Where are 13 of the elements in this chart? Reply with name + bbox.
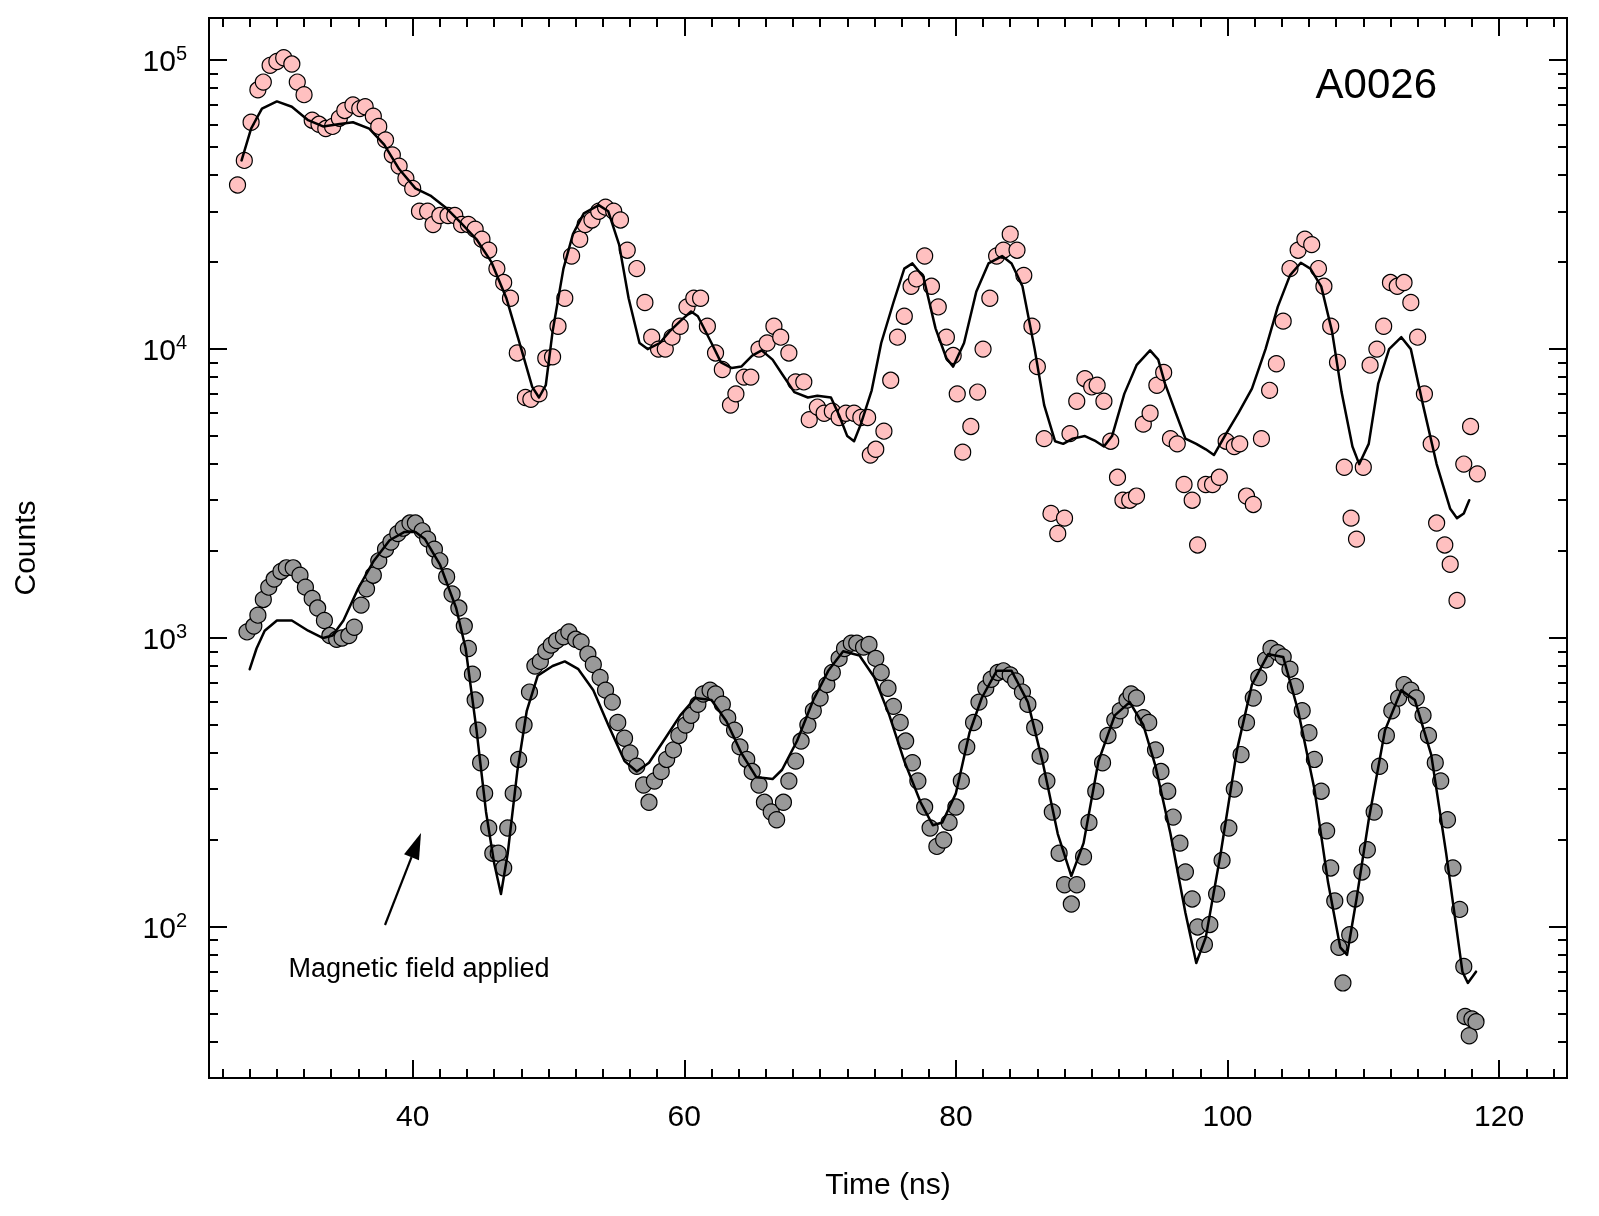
x-tick-label: 60 bbox=[667, 1098, 701, 1132]
x-tick-label: 100 bbox=[1202, 1098, 1253, 1132]
y-tick-label: 10$^{4}$ bbox=[142, 331, 187, 367]
y-tick-label: 10$^{3}$ bbox=[142, 620, 187, 656]
y-tick-label: 10$^{2}$ bbox=[142, 908, 187, 944]
annotation: Magnetic field applied bbox=[288, 953, 550, 983]
x-tick-label: 120 bbox=[1474, 1098, 1525, 1132]
annotation: A0026 bbox=[1315, 59, 1438, 107]
x-tick-label: 40 bbox=[396, 1098, 430, 1132]
y-axis-title: Counts bbox=[7, 500, 41, 596]
x-axis-title: Time (ns) bbox=[825, 1166, 951, 1200]
y-tick-label: 10$^{5}$ bbox=[142, 42, 187, 78]
x-tick-label: 80 bbox=[939, 1098, 973, 1132]
